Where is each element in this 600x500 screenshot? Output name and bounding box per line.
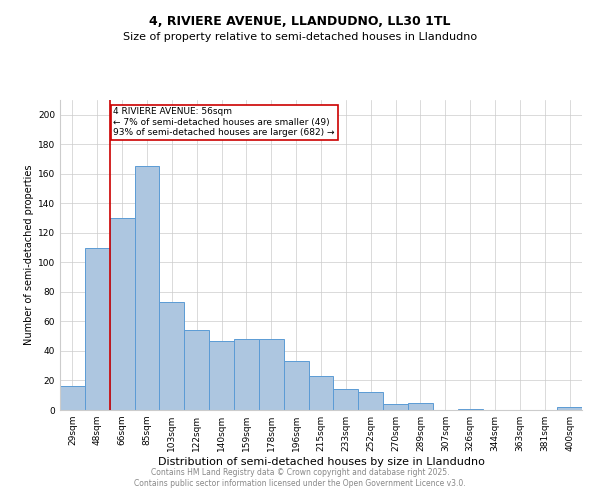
Bar xyxy=(408,402,433,410)
Bar xyxy=(184,330,209,410)
Bar xyxy=(557,407,582,410)
Y-axis label: Number of semi-detached properties: Number of semi-detached properties xyxy=(24,165,34,345)
Bar xyxy=(134,166,160,410)
X-axis label: Distribution of semi-detached houses by size in Llandudno: Distribution of semi-detached houses by … xyxy=(158,457,484,467)
Text: Contains HM Land Registry data © Crown copyright and database right 2025.
Contai: Contains HM Land Registry data © Crown c… xyxy=(134,468,466,487)
Text: 4 RIVIERE AVENUE: 56sqm
← 7% of semi-detached houses are smaller (49)
93% of sem: 4 RIVIERE AVENUE: 56sqm ← 7% of semi-det… xyxy=(113,108,335,137)
Bar xyxy=(284,362,308,410)
Text: 4, RIVIERE AVENUE, LLANDUDNO, LL30 1TL: 4, RIVIERE AVENUE, LLANDUDNO, LL30 1TL xyxy=(149,15,451,28)
Bar xyxy=(160,302,184,410)
Bar xyxy=(60,386,85,410)
Text: Size of property relative to semi-detached houses in Llandudno: Size of property relative to semi-detach… xyxy=(123,32,477,42)
Bar xyxy=(383,404,408,410)
Bar xyxy=(209,340,234,410)
Bar xyxy=(259,339,284,410)
Bar xyxy=(458,408,482,410)
Bar xyxy=(234,339,259,410)
Bar xyxy=(85,248,110,410)
Bar xyxy=(358,392,383,410)
Bar xyxy=(334,390,358,410)
Bar xyxy=(110,218,134,410)
Bar xyxy=(308,376,334,410)
